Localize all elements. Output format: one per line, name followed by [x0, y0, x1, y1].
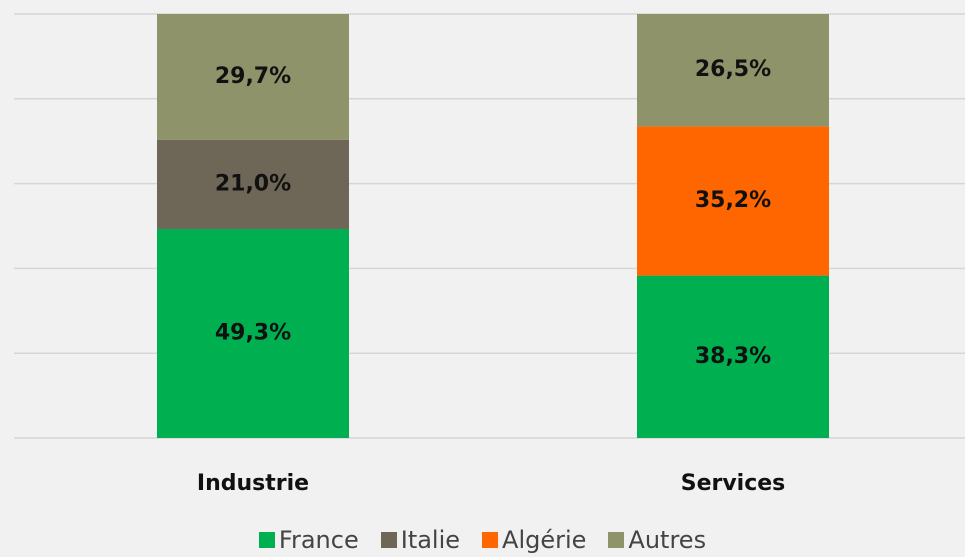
bar-segment: [157, 139, 349, 229]
legend-swatch: [482, 532, 499, 548]
bar-segment: [637, 275, 829, 438]
legend-label: Autres: [628, 526, 707, 554]
legend-label: Algérie: [502, 526, 587, 554]
data-label: 26,5%: [695, 57, 771, 82]
data-label: 29,7%: [215, 64, 291, 89]
legend-swatch: [380, 532, 397, 548]
bar-segment: [637, 14, 829, 127]
legend-item: France: [258, 526, 359, 554]
legend-swatch: [608, 532, 625, 548]
x-tick-label: Industrie: [197, 471, 309, 496]
data-label: 49,3%: [215, 320, 291, 345]
x-tick-label: Services: [681, 471, 786, 496]
legend-swatch: [258, 532, 275, 548]
legend-item: Autres: [608, 526, 706, 554]
legend-item: Algérie: [482, 526, 586, 554]
data-label: 38,3%: [695, 344, 771, 369]
bar-segment: [157, 228, 349, 438]
data-label: 35,2%: [695, 188, 771, 213]
data-label: 21,0%: [215, 171, 291, 196]
bar-segment: [637, 126, 829, 276]
legend-item: Italie: [380, 526, 461, 554]
legend-label: France: [278, 526, 359, 554]
legend-label: Italie: [400, 526, 461, 554]
legend: France Italie Algérie Autres: [0, 526, 965, 554]
bar-segment: [157, 14, 349, 140]
